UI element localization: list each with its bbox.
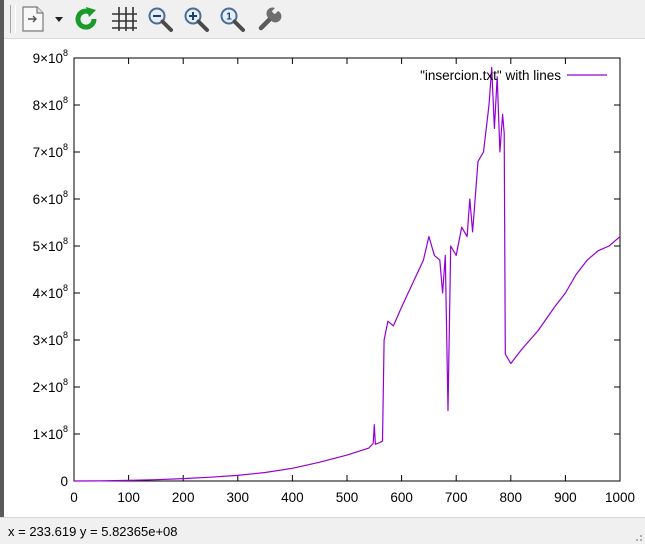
document-export-icon [22, 6, 63, 32]
plot-frame [73, 57, 621, 482]
y-tick-mantissa: 6×10 [33, 192, 63, 207]
y-tick-exponent: 8 [63, 189, 68, 199]
x-tick-label: 600 [390, 490, 413, 505]
zoom-out-button[interactable] [144, 3, 176, 35]
settings-button[interactable] [254, 3, 286, 35]
y-tick-label: 5×108 [33, 236, 68, 254]
grid-icon [112, 7, 137, 31]
x-tick-label: 300 [227, 490, 250, 505]
zoom-out-icon [148, 7, 173, 32]
y-tick-label: 3×108 [33, 330, 68, 348]
y-tick-exponent: 8 [63, 236, 68, 246]
window-edge [0, 0, 4, 544]
y-tick-exponent: 8 [63, 48, 68, 58]
x-tick-label: 900 [554, 490, 577, 505]
copy-export-button[interactable] [18, 3, 66, 35]
x-tick-label: 500 [336, 490, 359, 505]
y-tick-mantissa: 7×10 [33, 145, 63, 160]
wrench-icon [258, 7, 282, 31]
toolbar: 1 [4, 0, 645, 39]
resize-grip-icon[interactable] [631, 530, 643, 542]
zoom-in-icon [184, 7, 209, 32]
replot-button[interactable] [70, 3, 102, 35]
toolbar-grip[interactable] [10, 5, 16, 33]
x-tick-label: 100 [117, 490, 140, 505]
series-group [73, 66, 621, 482]
x-tick-label: 400 [281, 490, 304, 505]
x-tick-label: 1000 [605, 490, 635, 505]
y-tick-mantissa: 5×10 [33, 239, 63, 254]
legend-label: "insercion.txt" with lines [420, 68, 561, 83]
line-chart[interactable]: 0 100 200 300 400 500 600 700 800 900 1000 01×1082… [4, 39, 645, 517]
svg-text:1: 1 [226, 12, 232, 23]
y-tick-mantissa: 3×10 [33, 333, 63, 348]
y-tick-exponent: 8 [63, 330, 68, 340]
zoom-reset-icon: 1 [220, 7, 245, 32]
y-tick-label: 6×108 [33, 189, 68, 207]
legend: "insercion.txt" with lines [420, 68, 607, 83]
series-line-0 [73, 66, 621, 482]
y-tick-mantissa: 1×10 [33, 427, 63, 442]
grid-button[interactable] [108, 3, 140, 35]
status-bar: x = 233.619 y = 5.82365e+08 [0, 517, 645, 544]
plot-area[interactable]: 0 100 200 300 400 500 600 700 800 900 1000 0 1×108 2… [4, 39, 645, 517]
y-tick-exponent: 8 [63, 142, 68, 152]
zoom-in-button[interactable] [180, 3, 212, 35]
y-tick-label: 9×108 [33, 48, 68, 66]
y-tick-mantissa: 9×10 [33, 51, 63, 66]
y-tick-mantissa: 4×10 [33, 286, 63, 301]
zoom-reset-button[interactable]: 1 [216, 3, 248, 35]
y-tick-label: 1×108 [33, 424, 68, 442]
cursor-coordinates: x = 233.619 y = 5.82365e+08 [8, 524, 178, 539]
y-tick-exponent: 8 [63, 283, 68, 293]
x-tick-label: 0 [70, 490, 78, 505]
y-tick-label: 4×108 [33, 283, 68, 301]
y-tick-label: 0 [60, 474, 68, 489]
y-tick-mantissa: 0 [60, 474, 68, 489]
y-tick-mantissa: 2×10 [33, 380, 63, 395]
y-tick-exponent: 8 [63, 377, 68, 387]
y-tick-label: 2×108 [33, 377, 68, 395]
y-tick-exponent: 8 [63, 95, 68, 105]
refresh-icon [75, 7, 97, 30]
x-tick-label: 800 [500, 490, 523, 505]
y-tick-exponent: 8 [63, 424, 68, 434]
y-axis: 01×1082×1083×1084×1085×1086×1087×1088×10… [33, 48, 620, 489]
y-tick-mantissa: 8×10 [33, 98, 63, 113]
x-tick-label: 200 [172, 490, 195, 505]
y-tick-label: 8×108 [33, 95, 68, 113]
x-axis: 0 100 200 300 400 500 600 700 800 900 1000 [70, 58, 635, 505]
x-tick-label: 700 [445, 490, 468, 505]
y-tick-label: 7×108 [33, 142, 68, 160]
